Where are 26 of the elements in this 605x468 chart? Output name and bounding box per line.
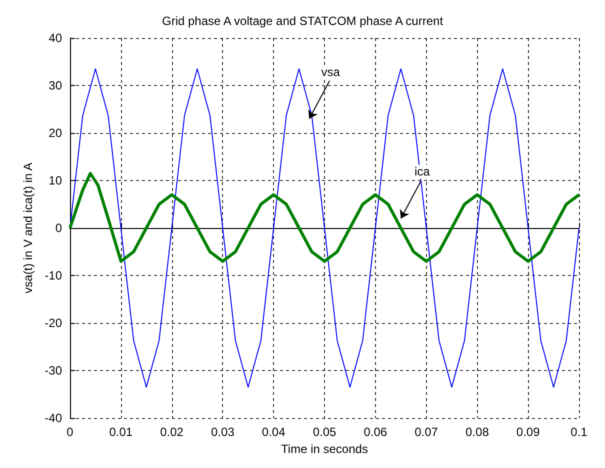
y-tick-label: 10 xyxy=(48,174,62,188)
y-axis-title: vsa(t) in V and ica(t) in A xyxy=(20,162,35,294)
x-tick-label: 0.06 xyxy=(364,425,388,439)
x-tick-label: 0.05 xyxy=(312,425,336,439)
annotation: vsa xyxy=(321,64,340,79)
x-tick-label: 0.04 xyxy=(262,425,286,439)
y-tick-label: 0 xyxy=(55,221,62,235)
y-tick-label: -30 xyxy=(44,364,62,378)
x-tick-label: 0.07 xyxy=(414,425,438,439)
annotation: ica xyxy=(414,164,430,179)
x-tick-label: 0.02 xyxy=(160,425,184,439)
x-tick-label: 0.01 xyxy=(109,425,133,439)
y-tick-label: 30 xyxy=(48,78,62,92)
y-tick-label: -10 xyxy=(44,268,62,282)
x-tick-label: 0.09 xyxy=(516,425,540,439)
line-series xyxy=(70,68,580,388)
y-tick-label: 40 xyxy=(48,31,62,45)
x-tick-label: 0.08 xyxy=(466,425,490,439)
y-tick-label: -20 xyxy=(44,316,62,330)
x-tick-label: 0.03 xyxy=(211,425,235,439)
x-tick-label: 0.1 xyxy=(570,425,588,439)
y-tick-label: -40 xyxy=(44,411,62,425)
x-tick-label: 0 xyxy=(66,425,74,439)
y-tick-label: 20 xyxy=(48,126,62,140)
chart-title: Grid phase A voltage and STATCOM phase A current xyxy=(162,14,444,28)
x-axis-title: Time in seconds xyxy=(281,442,368,456)
